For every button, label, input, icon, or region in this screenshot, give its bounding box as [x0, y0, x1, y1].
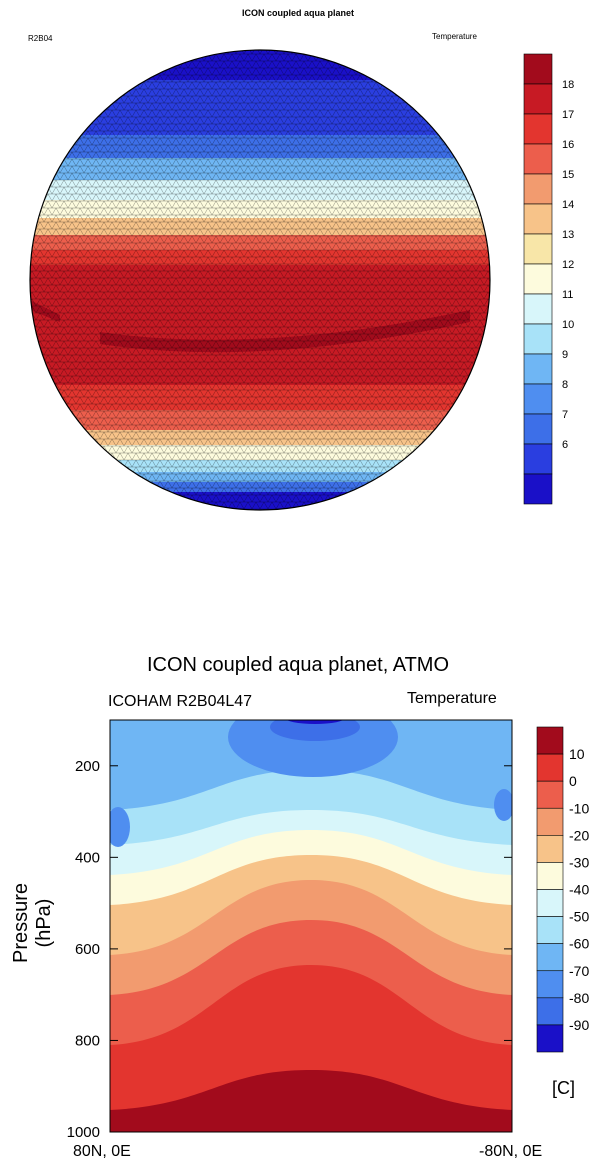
xsec-y-axis: 200 400 600 800 1000: [67, 758, 512, 1140]
colorbar-swatch: [523, 293, 553, 325]
colorbar-label: 17: [562, 109, 574, 121]
colorbar-swatch: [523, 383, 553, 415]
colorbar-label: 11: [562, 289, 573, 301]
colorbar-label: 18: [562, 79, 574, 91]
unit-label: [C]: [552, 1078, 576, 1098]
colorbar-swatch: [523, 203, 553, 235]
colorbar-swatch: [523, 83, 553, 115]
xsec-frame: [109, 719, 513, 1133]
x-tick-right: -80N, 0E: [479, 1143, 543, 1160]
globe-outline: [29, 49, 491, 511]
xsec-model-label: ICOHAM R2B04L47: [108, 693, 253, 710]
colorbar-swatch: [536, 970, 564, 999]
colorbar-label: 12: [562, 259, 574, 271]
y-tick-label: 1000: [67, 1124, 100, 1140]
colorbar-swatch: [523, 53, 553, 85]
globe-colorbar: 18 17 16 15 14 13 12 11 10 9 8 7 6: [523, 53, 574, 505]
colorbar-label: 8: [562, 379, 568, 391]
colorbar-swatch: [536, 807, 564, 836]
colorbar-label: -60: [569, 936, 589, 952]
colorbar-swatch: [523, 353, 553, 385]
colorbar-swatch: [536, 943, 564, 972]
xsec-plot: 200 400 600 800 1000: [67, 719, 513, 1140]
xsec-contours: [110, 720, 512, 1132]
colorbar-swatch: [536, 780, 564, 809]
xsec-cold-core: [286, 720, 344, 724]
xsec-title: ICON coupled aqua planet, ATMO: [146, 654, 449, 676]
xsec-cold-core: [228, 720, 398, 777]
x-tick-left: 80N, 0E: [73, 1143, 131, 1160]
colorbar-label: -30: [569, 854, 589, 870]
colorbar-label: 0: [569, 773, 577, 789]
globe-variable-label: Temperature: [432, 32, 477, 41]
globe-title: ICON coupled aqua planet: [241, 8, 354, 18]
colorbar-swatch: [536, 916, 564, 944]
colorbar-label: -90: [569, 1017, 589, 1033]
colorbar-label: -50: [569, 909, 589, 925]
colorbar-swatch: [536, 753, 564, 782]
y-axis-label: Pressure (hPa): [10, 882, 55, 964]
colorbar-label: 7: [562, 409, 568, 421]
colorbar-swatch: [523, 113, 553, 145]
colorbar-label: 10: [562, 319, 574, 331]
xsec-cold-patch: [494, 789, 512, 821]
xsec-cold-core: [270, 720, 360, 741]
colorbar-swatch: [536, 726, 564, 755]
y-tick-label: 200: [75, 758, 100, 775]
y-tick-label: 800: [75, 1032, 100, 1049]
colorbar-swatch: [523, 413, 553, 445]
colorbar-swatch: [536, 889, 564, 917]
colorbar-label: 15: [562, 169, 574, 181]
colorbar-label: 10: [569, 746, 585, 762]
colorbar-swatch: [523, 143, 553, 175]
colorbar-label: -80: [569, 990, 589, 1006]
colorbar-swatch: [523, 263, 553, 295]
colorbar-label: 16: [562, 139, 574, 151]
xsec-band: [110, 1070, 512, 1132]
colorbar-swatch: [523, 323, 553, 355]
colorbar-swatch: [536, 862, 564, 890]
colorbar-swatch: [536, 1024, 564, 1053]
globe-resolution-label: R2B04: [28, 34, 53, 43]
xsec-colorbar: 10 0 -10 -20 -30 -40 -50 -60 -70 -80 -90: [536, 726, 589, 1053]
colorbar-swatch: [536, 997, 564, 1026]
colorbar-swatch: [523, 473, 553, 505]
globe-mesh: [30, 50, 490, 510]
colorbar-label: 6: [562, 439, 568, 451]
xsec-cold-patch: [110, 807, 130, 847]
y-tick-label: 600: [75, 941, 100, 958]
colorbar-label: -40: [569, 882, 589, 898]
colorbar-label: 9: [562, 349, 568, 361]
colorbar-swatch: [536, 835, 564, 863]
colorbar-label: -70: [569, 963, 589, 979]
colorbar-label: -20: [569, 827, 589, 843]
colorbar-swatch: [523, 233, 553, 265]
xsec-variable-label: Temperature: [407, 690, 497, 707]
globe-plot: [29, 49, 491, 511]
colorbar-label: 14: [562, 199, 574, 211]
colorbar-label: -10: [569, 800, 589, 816]
colorbar-swatch: [523, 173, 553, 205]
colorbar-swatch: [523, 443, 553, 475]
colorbar-label: 13: [562, 229, 574, 241]
y-tick-label: 400: [75, 849, 100, 866]
